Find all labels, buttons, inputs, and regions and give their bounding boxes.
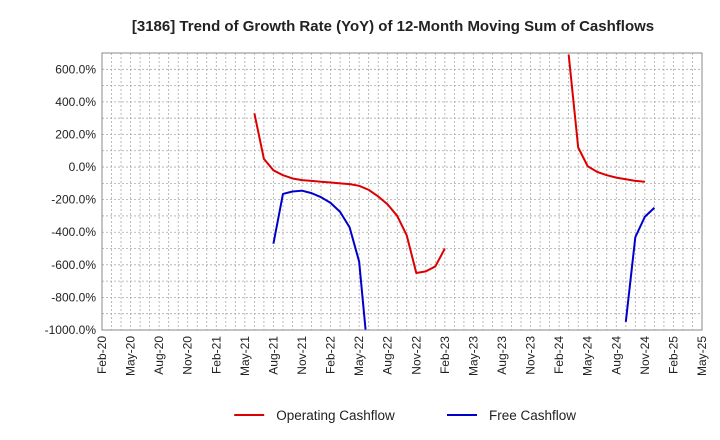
operating-cashflow-line <box>567 54 645 183</box>
y-tick-label: -600.0% <box>51 258 96 272</box>
y-tick-label: -800.0% <box>51 290 96 304</box>
x-tick-label: Aug-22 <box>381 336 395 375</box>
x-tick-label: May-21 <box>238 336 252 376</box>
x-tick-label: May-25 <box>695 336 709 376</box>
y-tick-label: 400.0% <box>55 95 96 109</box>
y-tick-label: 600.0% <box>55 62 96 76</box>
x-tick-label: Feb-24 <box>552 336 566 374</box>
x-tick-label: Feb-23 <box>438 336 452 374</box>
x-tick-label: Nov-23 <box>524 336 538 375</box>
x-tick-label: Feb-20 <box>95 336 109 374</box>
y-axis: -1000.0% -800.0% -600.0% -400.0% -200.0% 0.0%… <box>45 62 97 337</box>
operating-cashflow-line <box>253 113 446 274</box>
y-tick-label: -1000.0% <box>45 323 97 337</box>
x-tick-label: May-24 <box>581 336 595 376</box>
x-tick-label: Feb-22 <box>324 336 338 374</box>
x-tick-label: Aug-24 <box>609 336 623 375</box>
y-tick-label: 0.0% <box>69 160 97 174</box>
chart-title: [3186] Trend of Growth Rate (YoY) of 12-… <box>132 18 654 35</box>
x-tick-label: Nov-24 <box>638 336 652 375</box>
x-tick-label: Aug-20 <box>152 336 166 375</box>
plot-frame <box>101 52 703 331</box>
x-tick-label: May-23 <box>466 336 480 376</box>
x-tick-label: Nov-22 <box>409 336 423 375</box>
x-tick-label: Feb-25 <box>666 336 680 374</box>
y-tick-label: 200.0% <box>55 127 96 141</box>
x-tick-label: Nov-20 <box>181 336 195 375</box>
series-layer <box>253 54 656 330</box>
y-tick-label: -200.0% <box>51 193 96 207</box>
legend: Operating Cashflow Free Cashflow <box>234 408 576 423</box>
free-cashflow-legend-label: Free Cashflow <box>489 408 576 423</box>
grid-layer <box>101 52 703 331</box>
operating-cashflow-legend-label: Operating Cashflow <box>276 408 395 423</box>
x-axis: Feb-20 May-20 Aug-20 Nov-20 Feb-21 May-21 Aug-… <box>95 336 709 376</box>
y-tick-label: -400.0% <box>51 225 96 239</box>
x-tick-label: Nov-21 <box>295 336 309 375</box>
x-tick-label: May-20 <box>124 336 138 376</box>
free-cashflow-line <box>272 189 367 330</box>
x-tick-label: Aug-21 <box>266 336 280 375</box>
x-tick-label: Aug-23 <box>495 336 509 375</box>
x-tick-label: May-22 <box>352 336 366 376</box>
free-cashflow-line <box>624 207 656 322</box>
x-tick-label: Feb-21 <box>209 336 223 374</box>
